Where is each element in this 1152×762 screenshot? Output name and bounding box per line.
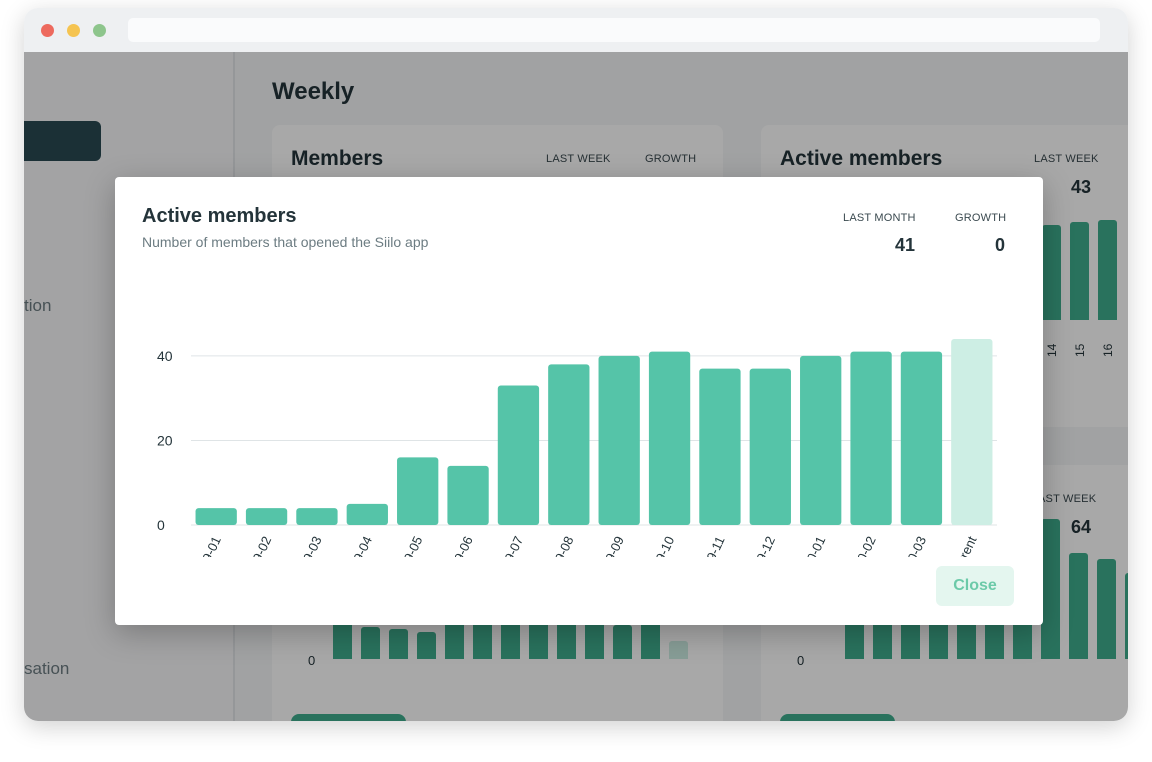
bar-2019-10[interactable] — [648, 351, 691, 525]
bar-2019-01[interactable] — [195, 508, 237, 525]
axis-zero-label: 0 — [797, 653, 805, 668]
x-tick-label: 2019-05 — [392, 534, 426, 557]
active-members-bar-chart: 0 20 40 2019-01 2019-02 2019-03 2019-04 2019-05… — [157, 339, 997, 557]
background-bar — [1097, 559, 1116, 659]
y-tick-label: 0 — [157, 517, 165, 533]
bar-2019-08[interactable] — [548, 364, 590, 525]
background-bar — [1069, 553, 1088, 659]
bar-2019-06[interactable] — [447, 465, 489, 525]
page-title: Weekly — [272, 78, 355, 105]
x-tick-label: 2019-06 — [442, 534, 476, 557]
modal-title: Active members — [142, 205, 297, 227]
x-tick-label: 2019-07 — [492, 534, 526, 557]
x-tick-label: 2020-02 — [845, 534, 879, 557]
bar-2019-07[interactable] — [497, 385, 540, 526]
x-tick-label: 2020-01 — [795, 534, 829, 557]
bar-current[interactable] — [951, 339, 993, 525]
bar-2019-11[interactable] — [699, 368, 741, 525]
card-head-last-week: AST WEEK — [1038, 493, 1097, 505]
sidebar-item-label[interactable]: sation — [24, 659, 70, 678]
bottom-card-button[interactable] — [780, 714, 895, 721]
close-window-icon[interactable] — [41, 24, 54, 37]
maximize-window-icon[interactable] — [93, 24, 106, 37]
card-head-last-week: LAST WEEK — [546, 153, 611, 165]
bar-2020-01[interactable] — [800, 355, 842, 525]
bar-2019-12[interactable] — [749, 368, 791, 525]
background-bar — [1125, 573, 1128, 659]
background-bar — [1042, 225, 1061, 320]
modal-subtitle: Number of members that opened the Siilo … — [142, 234, 429, 250]
x-tick-label: 2019-08 — [543, 534, 577, 557]
background-bar — [417, 632, 436, 659]
background-bar — [1098, 220, 1117, 320]
app-area: tion sation Weekly Members LAST WEEK GRO… — [24, 52, 1128, 721]
sidebar-item-label[interactable]: tion — [24, 296, 52, 315]
background-bar — [613, 625, 632, 659]
card-value-last-week: 43 — [1071, 177, 1092, 197]
x-tick-label: 2019-12 — [744, 534, 778, 557]
bar-2019-03[interactable] — [296, 508, 338, 525]
minimize-window-icon[interactable] — [67, 24, 80, 37]
x-tick-label: 2019-03 — [291, 534, 325, 557]
bar-2019-09[interactable] — [598, 355, 640, 525]
card-value-last-week: 64 — [1071, 517, 1092, 537]
background-bar — [1070, 222, 1089, 320]
x-tick-label: 2019-10 — [644, 534, 678, 557]
stat-value-growth: 0 — [995, 235, 1006, 255]
sidebar-primary-button[interactable] — [24, 121, 101, 161]
card-head-last-week: LAST WEEK — [1034, 153, 1099, 165]
x-tick-label: 2019-04 — [341, 534, 375, 557]
card-title: Active members — [780, 147, 943, 170]
address-bar[interactable] — [128, 18, 1100, 42]
background-bar — [1041, 519, 1060, 659]
x-tick-label: 2019-01 — [190, 534, 224, 557]
card-head-growth: GROWTH — [645, 153, 697, 165]
bar-2020-02[interactable] — [850, 351, 892, 525]
bar-2019-04[interactable] — [346, 503, 388, 525]
bar-2019-02[interactable] — [245, 508, 288, 525]
bar-2020-03[interactable] — [900, 351, 943, 525]
y-tick-label: 20 — [157, 432, 173, 448]
bar-2019-05[interactable] — [397, 457, 439, 525]
x-tick-label: 2019-09 — [593, 534, 627, 557]
browser-window: tion sation Weekly Members LAST WEEK GRO… — [24, 8, 1128, 721]
title-bar — [24, 8, 1128, 52]
stat-label-growth: GROWTH — [955, 212, 1007, 224]
background-bar — [361, 627, 380, 659]
stat-value-last-month: 41 — [895, 235, 916, 255]
axis-zero-label: 0 — [308, 653, 316, 668]
active-members-modal: Active members Number of members that op… — [115, 177, 1043, 625]
y-tick-label: 40 — [157, 348, 173, 364]
card-title: Members — [291, 147, 384, 170]
background-bar — [669, 641, 688, 659]
stat-label-last-month: LAST MONTH — [843, 212, 916, 224]
close-button[interactable]: Close — [936, 566, 1014, 606]
x-tick-label: 2019-02 — [241, 534, 275, 557]
members-card-button[interactable] — [291, 714, 406, 721]
x-tick-label: current — [949, 534, 980, 557]
x-tick-label: 2019-11 — [694, 534, 727, 557]
x-tick-label: 2020-03 — [895, 534, 929, 557]
background-bar — [389, 629, 408, 659]
